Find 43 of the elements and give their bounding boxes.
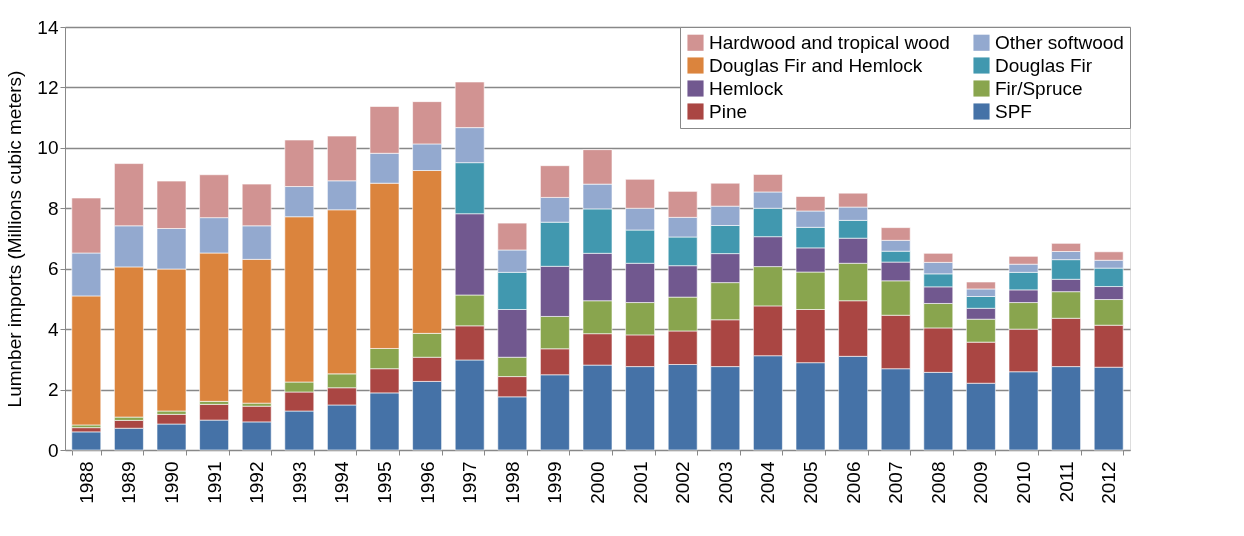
x-tick-label: 1998: [501, 461, 523, 504]
x-tick-label: 1994: [331, 461, 353, 504]
y-tick-label: 2: [47, 379, 59, 401]
x-tick-label: 2002: [672, 461, 694, 504]
y-tick-label: 6: [47, 258, 59, 280]
y-tick-label: 4: [47, 318, 59, 340]
y-tick-label: 10: [37, 137, 59, 159]
x-tick-label: 2004: [757, 461, 779, 504]
legend-label: Pine: [709, 100, 748, 122]
x-tick-label: 2001: [629, 461, 651, 504]
y-tick-label: 12: [37, 76, 59, 98]
x-tick-label: 2003: [714, 461, 736, 504]
x-tick-label: 2000: [587, 461, 608, 504]
x-tick-label: 2011: [1055, 461, 1077, 503]
legend-label: Other softwood: [995, 31, 1124, 53]
y-axis-title: Lumnber imports (Millions cubic meters): [4, 70, 26, 408]
x-tick-label: 1990: [161, 461, 182, 504]
x-tick-label: 1992: [246, 461, 268, 504]
legend-label: Hemlock: [709, 77, 784, 99]
y-tick-label: 14: [37, 16, 59, 38]
x-tick-label: 1991: [203, 461, 225, 504]
y-tick-label: 8: [47, 197, 59, 219]
y-tick-label: 0: [47, 439, 59, 461]
legend-label: Douglas Fir and Hemlock: [709, 54, 923, 76]
x-tick-label: 2008: [927, 461, 949, 504]
x-tick-label: 1999: [544, 461, 566, 504]
legend-label: SPF: [995, 100, 1032, 122]
x-tick-label: 2005: [800, 461, 821, 504]
x-tick-label: 2006: [842, 461, 864, 504]
x-tick-label: 1996: [416, 461, 438, 504]
x-tick-label: 1989: [118, 461, 140, 504]
x-tick-label: 2009: [970, 461, 992, 504]
x-tick-label: 2012: [1098, 461, 1120, 504]
legend-label: Fir/Spruce: [995, 77, 1083, 99]
x-tick-label: 2010: [1013, 461, 1034, 504]
legend-label: Douglas Fir: [995, 54, 1093, 76]
legend-label: Hardwood and tropical wood: [709, 31, 950, 53]
x-tick-label: 2007: [885, 461, 907, 504]
bar: [71, 431, 102, 451]
x-tick-label: 1993: [288, 461, 310, 504]
x-tick-label: 1997: [459, 461, 481, 504]
x-tick-label: 1988: [75, 461, 97, 504]
x-tick-label: 1995: [374, 461, 395, 504]
